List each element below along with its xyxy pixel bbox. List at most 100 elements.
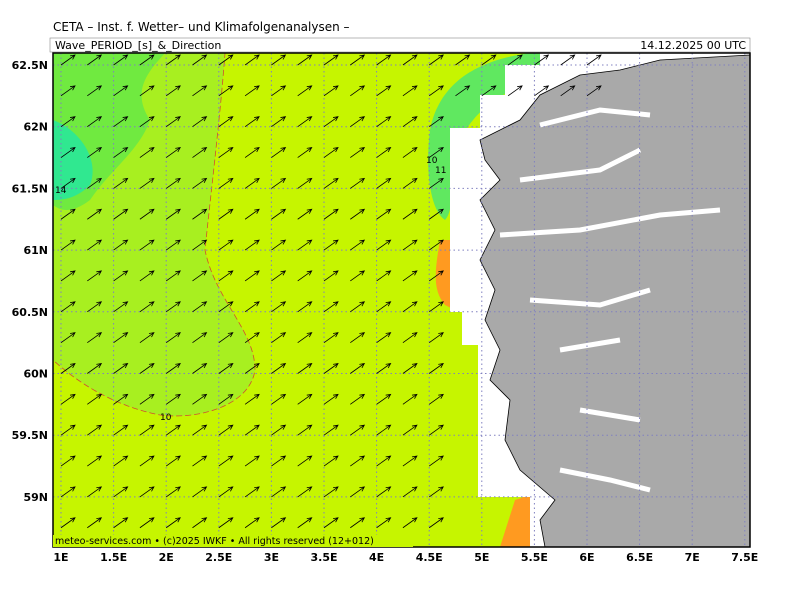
arrow [87,270,103,282]
arrow [428,301,444,313]
arrow [428,362,444,374]
arrow [323,177,339,189]
fjords [499,107,721,493]
arrow [165,486,181,498]
arrow [428,239,444,251]
arrow [60,332,76,343]
arrow [350,332,366,343]
arrow [87,147,103,158]
arrow [139,239,155,251]
arrow [87,177,103,189]
arrow [192,85,208,97]
arrow [244,362,260,374]
arrow [218,486,234,498]
arrow [87,332,103,343]
arrow [218,362,234,374]
arrow [297,424,313,436]
arrow [192,116,208,128]
arrow [507,85,523,97]
arrow [139,54,155,66]
lat-label: 59N [23,491,48,504]
arrow [113,301,129,313]
arrow [60,517,76,529]
arrow [139,424,155,436]
contour-label: 14 [55,186,67,196]
arrow [244,455,260,467]
arrow [165,208,181,220]
arrow [244,486,260,498]
arrow [297,332,313,343]
arrow [60,177,76,189]
arrow [323,270,339,282]
arrow [218,116,234,128]
arrow [192,362,208,374]
arrow [218,332,234,343]
arrow [297,85,313,97]
arrow [87,486,103,498]
lon-label: 7E [685,551,700,564]
arrow [139,301,155,313]
arrow [297,147,313,158]
arrow [139,362,155,374]
lat-label: 60N [23,368,48,381]
lon-label: 4E [369,551,384,564]
arrow [323,208,339,220]
arrow [297,270,313,282]
arrow [376,239,392,251]
arrow [428,85,444,97]
arrow [350,455,366,467]
lat-label: 59.5N [12,429,48,442]
arrow [376,85,392,97]
arrow [323,116,339,128]
arrow [113,116,129,128]
arrow [87,54,103,66]
arrow [218,270,234,282]
arrow [376,270,392,282]
arrow [350,424,366,436]
arrow [60,116,76,128]
lon-label: 2E [159,551,174,564]
arrow [402,362,418,374]
arrow [323,424,339,436]
arrow [428,424,444,436]
arrow [244,177,260,189]
arrow [113,455,129,467]
arrow [428,147,444,158]
lon-label: 5.5E [521,551,548,564]
arrow [60,301,76,313]
arrow [192,332,208,343]
arrow [560,54,576,66]
arrow [244,208,260,220]
lon-label: 1.5E [100,551,127,564]
arrow [192,424,208,436]
arrow [297,301,313,313]
arrow [87,393,103,405]
arrow [113,85,129,97]
arrow [297,177,313,189]
lon-label: 7.5E [731,551,758,564]
arrow [244,116,260,128]
arrow [244,54,260,66]
arrow [271,85,287,97]
datetime-label: 14.12.2025 00 UTC [640,39,746,52]
arrow [402,116,418,128]
arrow [376,424,392,436]
arrow [350,486,366,498]
lat-label: 60.5N [12,306,48,319]
arrow [402,85,418,97]
arrow [165,239,181,251]
coastal-green [428,53,580,220]
contour-label: 10 [160,413,172,423]
arrow [402,54,418,66]
arrow [271,517,287,529]
arrow [113,362,129,374]
direction-arrows [60,54,602,529]
arrow [165,147,181,158]
arrow [350,393,366,405]
arrow [402,517,418,529]
lat-label: 61.5N [12,182,48,195]
arrow [402,455,418,467]
arrow [165,270,181,282]
arrow [323,239,339,251]
contour-label: 10 [426,156,438,166]
